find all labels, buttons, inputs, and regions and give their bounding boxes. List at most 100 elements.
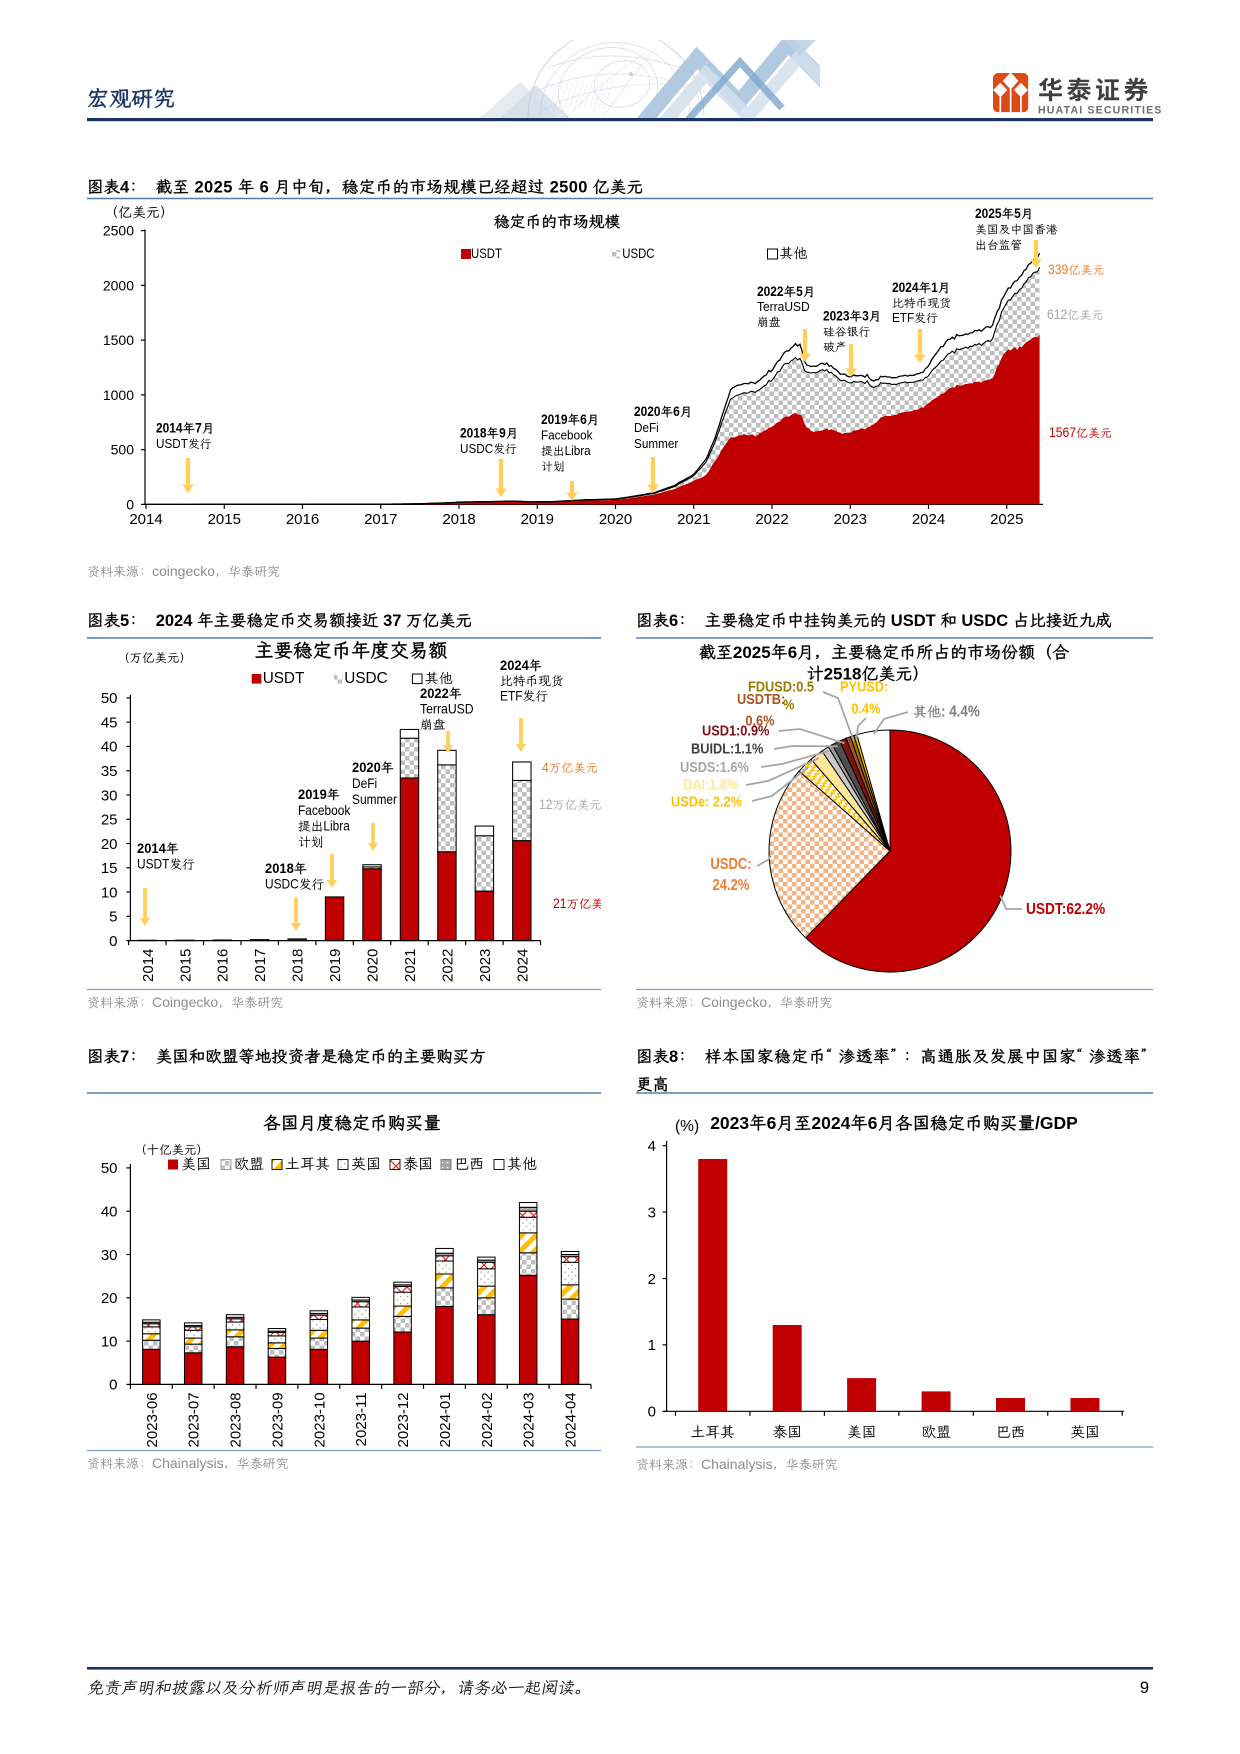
svg-text:37: 37	[379, 612, 407, 630]
svg-text:2023: 2023	[823, 309, 850, 325]
svg-text:USDT: USDT	[263, 670, 305, 687]
svg-text:6: 6	[673, 404, 680, 420]
svg-text:4: 4	[120, 179, 130, 197]
svg-text:: 4.4%: : 4.4%	[941, 704, 980, 721]
svg-text:2: 2	[648, 1271, 656, 1288]
svg-text:(%): (%)	[675, 1118, 699, 1135]
svg-text:USDT:62.2%: USDT:62.2%	[1026, 901, 1105, 918]
svg-text:3: 3	[862, 309, 869, 325]
svg-text:Chainalysis: Chainalysis	[701, 1456, 773, 1472]
svg-text:ETF: ETF	[500, 688, 523, 703]
svg-text:2015: 2015	[208, 511, 241, 528]
svg-text:TerraUSD: TerraUSD	[420, 701, 474, 716]
svg-text:0.6%: 0.6%	[745, 713, 775, 730]
svg-text:2014: 2014	[129, 511, 162, 528]
svg-text:USDC:: USDC:	[710, 856, 751, 873]
svg-text:Coingecko: Coingecko	[152, 994, 218, 1010]
svg-text:2017: 2017	[364, 511, 397, 528]
svg-text:2024-04: 2024-04	[563, 1392, 580, 1447]
svg-text:Libra: Libra	[323, 819, 350, 834]
svg-text:TerraUSD: TerraUSD	[757, 300, 810, 314]
svg-text:2020: 2020	[599, 511, 632, 528]
svg-text:7: 7	[195, 421, 202, 437]
svg-text:2015: 2015	[177, 949, 194, 982]
svg-text:500: 500	[111, 442, 135, 458]
svg-text:Coingecko: Coingecko	[701, 994, 767, 1010]
svg-text:2020: 2020	[634, 404, 661, 420]
svg-text:2014: 2014	[137, 840, 166, 856]
svg-text:6: 6	[788, 643, 797, 662]
svg-text:DeFi: DeFi	[634, 421, 659, 435]
svg-text:50: 50	[101, 690, 118, 707]
svg-text:2023-11: 2023-11	[353, 1392, 370, 1446]
svg-text:12: 12	[539, 797, 553, 812]
svg-text:USDT: USDT	[156, 437, 188, 451]
svg-text:4: 4	[648, 1138, 656, 1155]
svg-text:2023: 2023	[477, 949, 494, 982]
svg-text:25: 25	[101, 812, 118, 829]
svg-text:6: 6	[767, 1113, 777, 1133]
svg-text:2024: 2024	[156, 612, 197, 630]
svg-text:1567: 1567	[1049, 425, 1076, 440]
svg-text:50: 50	[101, 1160, 118, 1177]
svg-text:2022: 2022	[439, 949, 456, 982]
svg-text:FDUSD:0.5: FDUSD:0.5	[748, 679, 814, 696]
svg-text:2024-03: 2024-03	[521, 1392, 538, 1447]
svg-text:1: 1	[648, 1337, 656, 1354]
svg-text:1: 1	[931, 280, 938, 296]
svg-text:24.2%: 24.2%	[713, 877, 750, 894]
svg-text:2024: 2024	[892, 280, 919, 296]
svg-text:2019: 2019	[327, 949, 344, 982]
svg-text:2018: 2018	[290, 949, 307, 982]
svg-text:35: 35	[101, 763, 118, 780]
svg-text:40: 40	[101, 739, 118, 756]
svg-text:8: 8	[669, 1048, 678, 1066]
svg-text:2014: 2014	[156, 421, 183, 437]
svg-text:2025: 2025	[990, 511, 1023, 528]
svg-text:6: 6	[255, 179, 275, 197]
svg-text:9: 9	[1140, 1679, 1149, 1697]
svg-text:5: 5	[1014, 206, 1021, 222]
svg-text:2023: 2023	[834, 511, 867, 528]
svg-text:20: 20	[101, 836, 118, 853]
svg-text:2025: 2025	[733, 643, 771, 662]
svg-text:USDTB:: USDTB:	[737, 691, 785, 708]
svg-text:0: 0	[109, 1377, 117, 1394]
svg-text:15: 15	[101, 860, 118, 877]
svg-text:USDT: USDT	[471, 246, 502, 262]
svg-text:2023-07: 2023-07	[186, 1392, 203, 1447]
svg-text:2019: 2019	[298, 786, 327, 802]
svg-text:Facebook: Facebook	[298, 803, 350, 818]
svg-text:2024-01: 2024-01	[437, 1392, 454, 1447]
svg-text:2022: 2022	[420, 685, 449, 701]
svg-text:2021: 2021	[677, 511, 710, 528]
svg-text:2024: 2024	[912, 511, 945, 528]
svg-text:2019: 2019	[541, 412, 568, 428]
svg-text:2020: 2020	[365, 949, 382, 982]
svg-text:21: 21	[553, 896, 567, 911]
svg-text:7: 7	[120, 1048, 129, 1066]
svg-text:DeFi: DeFi	[352, 776, 377, 791]
svg-text:2019: 2019	[521, 511, 554, 528]
svg-text:1500: 1500	[103, 332, 134, 348]
svg-text:Libra: Libra	[565, 444, 591, 458]
svg-text:0: 0	[109, 933, 117, 950]
svg-text:45: 45	[101, 714, 118, 731]
svg-text:Facebook: Facebook	[541, 429, 593, 443]
svg-text:6: 6	[580, 412, 587, 428]
svg-text:2018: 2018	[265, 860, 294, 876]
svg-text:2025: 2025	[975, 206, 1002, 222]
svg-text:2518: 2518	[824, 665, 862, 684]
svg-text:2021: 2021	[402, 949, 419, 982]
svg-text:2018: 2018	[442, 511, 475, 528]
svg-text:1000: 1000	[103, 387, 134, 403]
svg-text:PYUSD:: PYUSD:	[840, 679, 888, 696]
svg-text:5: 5	[109, 909, 117, 926]
svg-text:5: 5	[796, 284, 803, 300]
svg-text:Summer: Summer	[352, 792, 397, 807]
svg-text:2023-08: 2023-08	[228, 1392, 245, 1447]
svg-text:coingecko: coingecko	[152, 563, 215, 579]
svg-text:40: 40	[101, 1204, 118, 1221]
svg-text:2023: 2023	[710, 1113, 749, 1133]
svg-text:ETF: ETF	[892, 311, 914, 325]
